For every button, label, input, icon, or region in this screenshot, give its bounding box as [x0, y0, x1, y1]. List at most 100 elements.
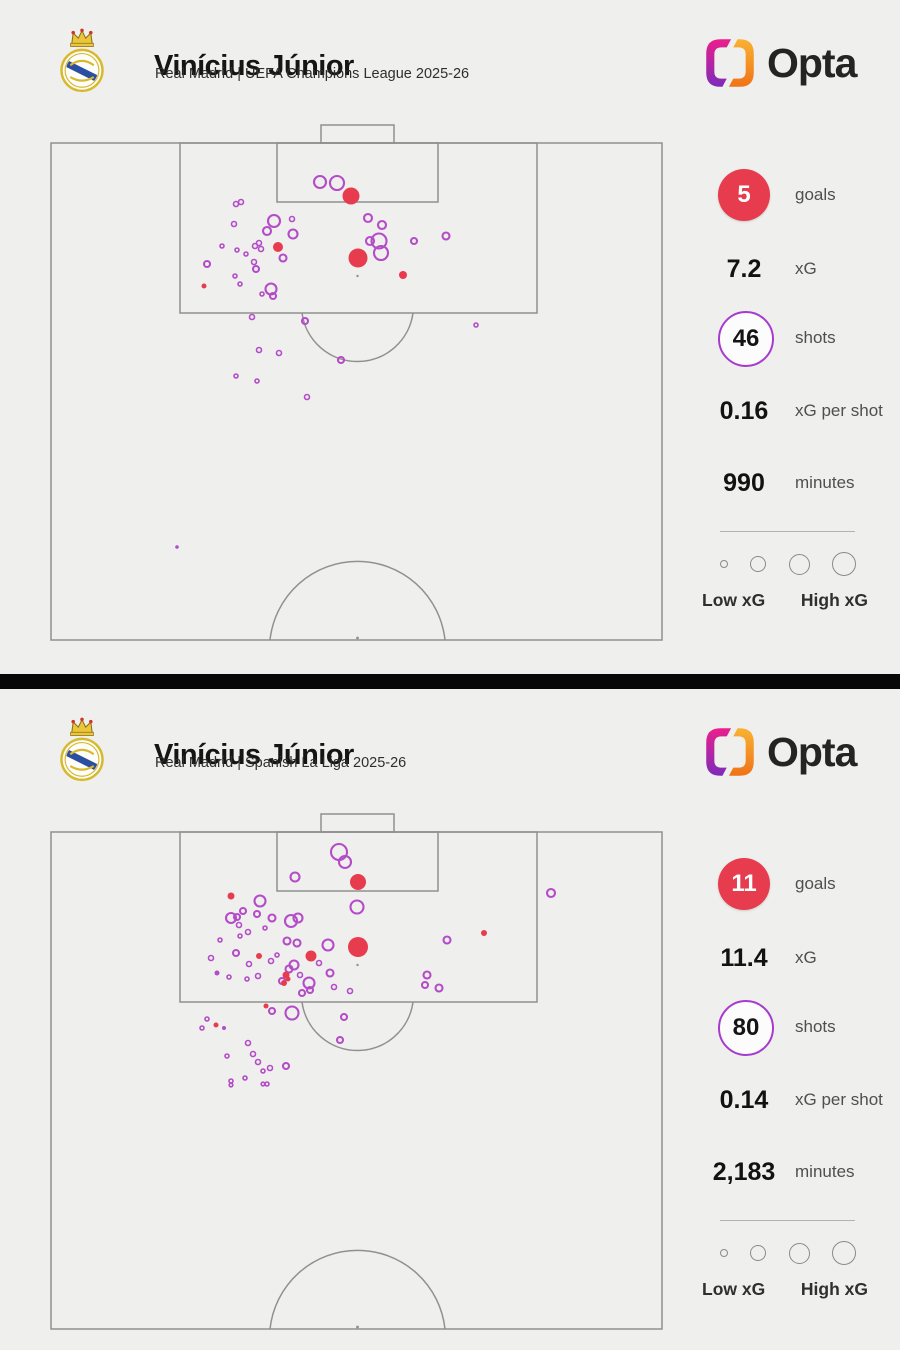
goal-dot [481, 930, 487, 936]
shot-dot [253, 894, 267, 908]
shot-dot [339, 1012, 349, 1022]
real-madrid-crest [60, 28, 104, 93]
shot-dot [296, 971, 304, 979]
shot-dot [255, 346, 263, 354]
legend-circle-medium [750, 1245, 767, 1261]
shot-dot [254, 972, 262, 980]
goal-dot [399, 271, 407, 279]
shot-dot [261, 225, 273, 237]
shot-dot [275, 349, 283, 357]
shot-dot [337, 854, 353, 870]
shots-stat-circle: 80 [718, 1000, 774, 1056]
pitch-lines [50, 813, 663, 1330]
goals-label: goals [795, 874, 836, 893]
legend-high-label: High xG [800, 1279, 868, 1299]
goal-dot [285, 976, 291, 982]
shot-dot [349, 899, 365, 915]
shot-dot [219, 243, 225, 249]
shot-dot [278, 253, 288, 263]
shot-dots [199, 842, 557, 1088]
shot-dot [217, 937, 223, 943]
xg-per-shot-label: xG per shot [795, 1090, 883, 1109]
opta-wordmark: Opta [767, 729, 857, 775]
shot-dot [254, 378, 260, 384]
shot-dot [346, 987, 354, 995]
shot-dot [260, 1068, 266, 1074]
shot-dot [281, 1061, 291, 1071]
shot-dot [237, 933, 243, 939]
shot-dot [325, 968, 335, 978]
shot-dot [422, 970, 432, 980]
shot-dot [251, 242, 259, 250]
panel-champions-league: Vinícius Júnior Real Madrid | UEFA Champ… [0, 0, 900, 674]
shot-dot [228, 1082, 234, 1088]
shot-dot [372, 244, 390, 262]
shot-dot [233, 373, 239, 379]
shot-dot [232, 273, 238, 279]
page-subtitle: Real Madrid | UEFA Champions League 2025… [155, 66, 470, 82]
shot-dot [207, 954, 215, 962]
shots-value: 80 [732, 1014, 760, 1041]
shot-dot [231, 948, 241, 958]
shot-dot [312, 174, 328, 190]
page-title: Vinícius Júnior [154, 739, 354, 772]
legend-circle-small [720, 1249, 728, 1257]
shot-dot [238, 906, 248, 916]
minutes-value: 2,183 [712, 1158, 776, 1186]
shot-map-pitch [50, 124, 663, 641]
shot-map-pitch [50, 813, 663, 1330]
xg-size-legend [720, 551, 856, 577]
goal-dot [263, 1003, 269, 1009]
shot-dot [362, 212, 374, 224]
shot-dot [248, 313, 256, 321]
opta-brand: Opta [703, 36, 857, 90]
shot-dot [364, 235, 376, 247]
shot-dot [234, 247, 240, 253]
legend-divider [720, 1220, 855, 1221]
xg-label: xG [795, 948, 817, 967]
shot-dot [266, 213, 282, 229]
shot-dot [284, 1005, 300, 1021]
shot-dot [292, 938, 302, 948]
shot-dot [254, 1058, 262, 1066]
shot-dot [328, 174, 346, 192]
goal-dot [348, 937, 368, 957]
panel-la-liga: Vinícius Júnior Real Madrid | Spanish La… [0, 689, 900, 1350]
shots-value: 46 [732, 325, 760, 352]
shot-dot [336, 355, 346, 365]
shot-dot [202, 259, 212, 269]
legend-labels: Low xG High xG [702, 1279, 868, 1300]
minutes-label: minutes [795, 473, 855, 492]
goals-value: 5 [737, 181, 751, 208]
legend-divider [720, 531, 855, 532]
shot-dot [442, 935, 452, 945]
shot-dot [259, 291, 265, 297]
shot-dot [321, 938, 335, 952]
xg-label: xG [795, 259, 817, 278]
shots-stat-circle: 46 [718, 311, 774, 367]
goal-dot [350, 874, 366, 890]
xg-per-shot-label: xG per shot [795, 401, 883, 420]
shot-dot [267, 957, 275, 965]
goals-stat-circle: 5 [718, 169, 770, 221]
legend-circle-large [788, 1242, 810, 1264]
shot-dot [329, 842, 349, 862]
opta-brand: Opta [703, 725, 857, 779]
shot-dot [237, 281, 243, 287]
legend-circle-small [720, 560, 728, 568]
shot-dot [441, 231, 451, 241]
shot-dot [251, 264, 261, 274]
real-madrid-crest [60, 717, 104, 782]
shot-dot [289, 871, 301, 883]
shot-dot [244, 928, 252, 936]
shot-dot [473, 322, 479, 328]
shot-dot [199, 1025, 205, 1031]
legend-circle-xlarge [831, 552, 856, 576]
minutes-value: 990 [723, 469, 765, 497]
shot-dot [288, 215, 296, 223]
goals-value: 11 [731, 870, 757, 897]
goal-dot [213, 1022, 219, 1028]
shot-dot [303, 393, 311, 401]
shot-dot [242, 1075, 248, 1081]
shot-dot [315, 959, 323, 967]
